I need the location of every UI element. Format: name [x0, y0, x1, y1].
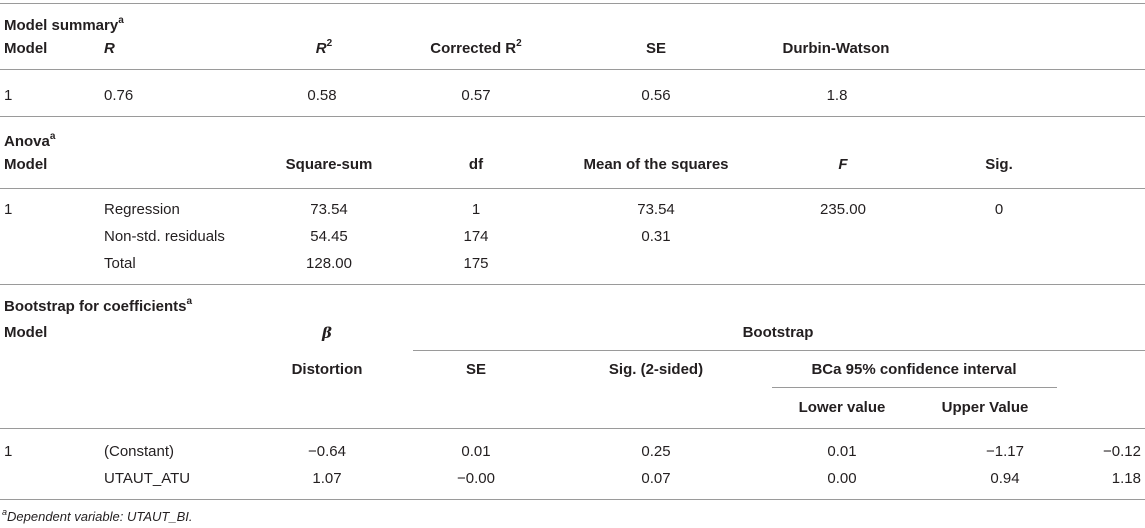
summary-end-rule: [0, 116, 1145, 117]
bootstrap-row-constant-label: (Constant): [104, 443, 175, 460]
bootstrap-row-constant-sig: 0.01: [827, 443, 857, 460]
anova-row-regression-df: 1: [471, 201, 481, 218]
anova-header-df: df: [468, 156, 484, 173]
bootstrap-header-bootstrap: Bootstrap: [742, 324, 814, 341]
top-rule: [0, 3, 1145, 4]
bootstrap-row-constant-lower: −1.17: [986, 443, 1024, 460]
anova-row-regression-mean-squares: 73.54: [637, 201, 675, 218]
summary-header-corrected-r2-sup: 2: [516, 38, 522, 49]
anova-header-rule: [0, 188, 1145, 189]
bootstrap-model-number: 1: [4, 443, 13, 460]
anova-title: Anovaa: [4, 131, 56, 151]
summary-header-se: SE: [645, 40, 667, 57]
anova-row-regression-f: 235.00: [820, 201, 866, 218]
summary-header-corrected-r2: Corrected R2: [430, 38, 522, 58]
bootstrap-header-model: Model: [4, 324, 48, 341]
bootstrap-header-beta: β: [322, 324, 332, 342]
anova-row-total-label: Total: [104, 255, 136, 272]
anova-row-total-square-sum: 128.00: [306, 255, 352, 272]
anova-model-number: 1: [4, 201, 13, 218]
summary-cell-r: 0.76: [104, 87, 134, 104]
bootstrap-title-text: Bootstrap for coefficients: [4, 298, 187, 315]
anova-row-regression-square-sum: 73.54: [310, 201, 348, 218]
bootstrap-header-lower: Lower value: [798, 399, 886, 416]
anova-row-residuals-label: Non-std. residuals: [104, 228, 225, 245]
bootstrap-row-constant-beta: −0.64: [308, 443, 346, 460]
bootstrap-row-atu-lower: 0.94: [990, 470, 1020, 487]
summary-header-r: R: [104, 40, 115, 57]
anova-row-total-df: 175: [463, 255, 489, 272]
anova-row-residuals-square-sum: 54.45: [310, 228, 348, 245]
bootstrap-row-constant-upper: −0.12: [1103, 443, 1141, 460]
footnote-sup: a: [2, 506, 8, 517]
anova-row-residuals-df: 174: [463, 228, 489, 245]
bootstrap-header-se: SE: [465, 361, 487, 378]
bottom-rule: [0, 499, 1145, 500]
summary-title: Model summarya: [4, 15, 124, 35]
summary-header-model: Model: [4, 40, 48, 57]
anova-header-mean-squares: Mean of the squares: [583, 156, 729, 173]
bootstrap-header-ci: BCa 95% confidence interval: [811, 361, 1017, 378]
ci-span-rule: [772, 387, 1057, 388]
anova-header-f: F: [838, 156, 848, 173]
bootstrap-title-sup: a: [186, 296, 193, 307]
summary-header-corrected-r2-text: Corrected R: [430, 40, 517, 57]
summary-cell-se: 0.56: [641, 87, 671, 104]
bootstrap-row-constant-distortion: 0.01: [461, 443, 491, 460]
summary-header-r2: R2: [315, 38, 333, 58]
anova-header-square-sum: Square-sum: [285, 156, 373, 173]
summary-title-text: Model summary: [4, 17, 119, 34]
bootstrap-row-atu-label: UTAUT_ATU: [104, 470, 191, 487]
anova-title-sup: a: [49, 131, 56, 142]
bootstrap-row-atu-sig: 0.00: [827, 470, 857, 487]
summary-cell-r2: 0.58: [307, 87, 337, 104]
summary-cell-dw: 1.8: [826, 87, 848, 104]
summary-title-sup: a: [118, 15, 124, 26]
bootstrap-header-sig: Sig. (2-sided): [608, 361, 704, 378]
bootstrap-row-atu-upper: 1.18: [1111, 470, 1141, 487]
summary-header-r2-sup: 2: [326, 38, 333, 49]
bootstrap-row-atu-distortion: −0.00: [457, 470, 495, 487]
bootstrap-row-constant-se: 0.25: [641, 443, 671, 460]
anova-header-sig: Sig.: [985, 156, 1013, 173]
bootstrap-span-rule: [413, 350, 1145, 351]
footnote-text: Dependent variable: UTAUT_BI.: [7, 509, 193, 524]
bootstrap-title: Bootstrap for coefficientsa: [4, 296, 193, 316]
summary-cell-corrected-r2: 0.57: [461, 87, 491, 104]
bootstrap-header-upper: Upper Value: [941, 399, 1029, 416]
bootstrap-row-atu-se: 0.07: [641, 470, 671, 487]
anova-header-model: Model: [4, 156, 48, 173]
anova-row-regression-label: Regression: [104, 201, 180, 218]
bootstrap-header-distortion: Distortion: [291, 361, 363, 378]
anova-end-rule: [0, 284, 1145, 285]
footnote: aDependent variable: UTAUT_BI.: [2, 506, 193, 526]
anova-row-residuals-mean-squares: 0.31: [641, 228, 671, 245]
bootstrap-row-atu-beta: 1.07: [312, 470, 342, 487]
summary-header-dw: Durbin-Watson: [782, 40, 890, 57]
summary-header-rule: [0, 69, 1145, 70]
bootstrap-header-rule: [0, 428, 1145, 429]
summary-cell-model: 1: [4, 87, 13, 104]
anova-row-regression-sig: 0: [994, 201, 1004, 218]
summary-header-r2-text: R: [315, 40, 327, 57]
anova-title-text: Anova: [4, 133, 50, 150]
